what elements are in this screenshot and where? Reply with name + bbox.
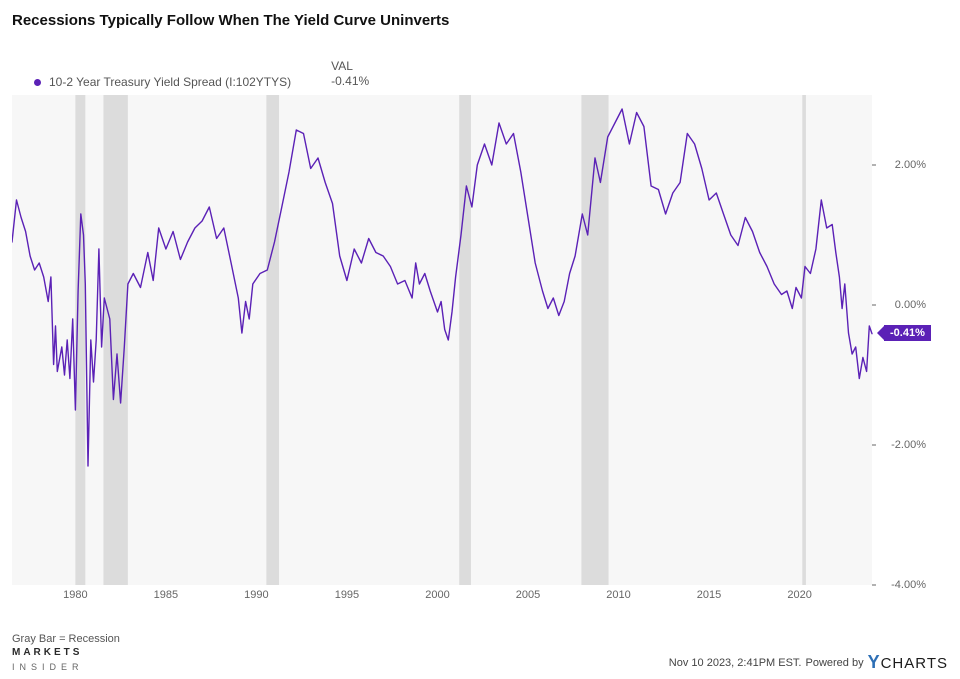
y-tick-label: 0.00% <box>880 299 926 311</box>
legend-val-value: -0.41% <box>331 74 369 89</box>
x-tick-label: 2010 <box>606 589 630 601</box>
legend-val-header: VAL <box>331 59 369 74</box>
recession-note: Gray Bar = Recession <box>12 632 120 647</box>
x-tick-label: 2005 <box>516 589 540 601</box>
y-tick-label: -4.00% <box>880 579 926 591</box>
y-tick-label: -2.00% <box>880 439 926 451</box>
legend-series-label: 10-2 Year Treasury Yield Spread (I:102YT… <box>49 75 291 89</box>
x-tick-label: 1995 <box>335 589 359 601</box>
x-tick-label: 2020 <box>787 589 811 601</box>
ycharts-logo: YCHARTS <box>868 652 948 673</box>
legend-row: 10-2 Year Treasury Yield Spread (I:102YT… <box>34 59 948 89</box>
legend-val-block: VAL -0.41% <box>331 59 369 89</box>
footer-left: Gray Bar = Recession MARKETS INSIDER <box>12 632 120 673</box>
x-tick-label: 1985 <box>154 589 178 601</box>
chart-wrap: -0.41% 198019851990199520002005201020152… <box>12 95 948 625</box>
y-tick-label: 2.00% <box>880 159 926 171</box>
line-chart <box>12 95 948 625</box>
chart-title: Recessions Typically Follow When The Yie… <box>12 12 948 29</box>
footer-timestamp: Nov 10 2023, 2:41PM EST. <box>669 657 802 669</box>
x-tick-label: 1990 <box>244 589 268 601</box>
chart-container: Recessions Typically Follow When The Yie… <box>0 0 960 679</box>
x-tick-label: 2015 <box>697 589 721 601</box>
footer-right: Nov 10 2023, 2:41PM EST. Powered by YCHA… <box>669 652 948 673</box>
x-tick-label: 2000 <box>425 589 449 601</box>
legend-dot <box>34 79 41 86</box>
x-tick-label: 1980 <box>63 589 87 601</box>
source-sub: INSIDER <box>12 661 120 673</box>
legend-item: 10-2 Year Treasury Yield Spread (I:102YT… <box>34 75 291 89</box>
footer: Gray Bar = Recession MARKETS INSIDER Nov… <box>12 632 948 673</box>
powered-by-prefix: Powered by <box>805 657 863 669</box>
source-brand: MARKETS <box>12 646 120 660</box>
